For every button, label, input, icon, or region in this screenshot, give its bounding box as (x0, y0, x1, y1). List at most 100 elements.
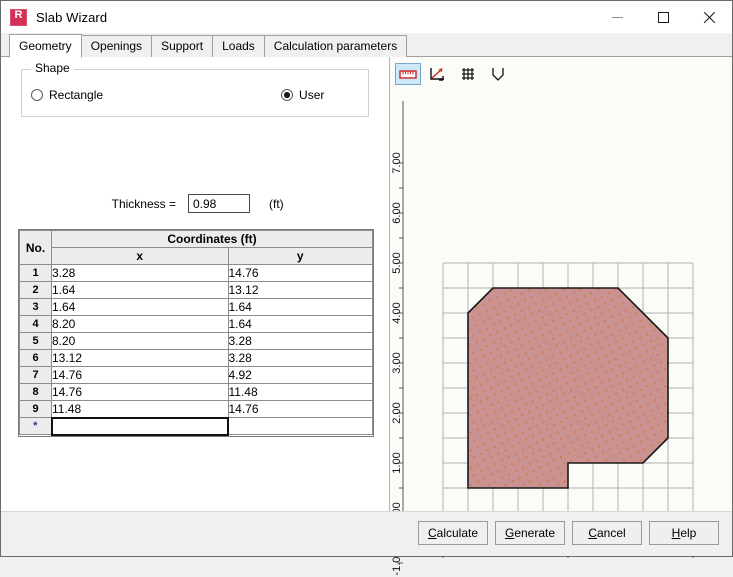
thickness-input[interactable] (188, 194, 250, 213)
cancel-button[interactable]: Cancel (572, 521, 642, 545)
table-row[interactable]: 3 1.64 1.64 (20, 299, 373, 316)
content-area: Shape Rectangle User Thickness = (ft) (1, 57, 732, 511)
generate-button-rest: enerate (514, 526, 555, 540)
cell-x[interactable]: 13.12 (52, 350, 229, 367)
slab-wizard-window: R Slab Wizard Geometry Openings Support … (0, 0, 733, 557)
tab-label: Geometry (19, 39, 72, 53)
radio-user-label: User (299, 88, 324, 102)
minimize-button[interactable] (594, 1, 640, 33)
table-row[interactable]: 7 14.76 4.92 (20, 367, 373, 384)
cell-y[interactable]: 1.64 (228, 316, 373, 333)
cell-x[interactable]: 11.48 (52, 401, 229, 418)
table-row[interactable]: 1 3.28 14.76 (20, 265, 373, 282)
window-controls (594, 1, 732, 33)
title-bar: R Slab Wizard (1, 1, 732, 33)
plot-toolbar (395, 63, 511, 85)
row-number: 1 (20, 265, 52, 282)
snap-cursor-icon[interactable] (485, 63, 511, 85)
cell-x[interactable]: 14.76 (52, 384, 229, 401)
row-number-new: * (20, 418, 52, 435)
thickness-unit: (ft) (269, 197, 284, 211)
y-tick-label: 7.00 (391, 152, 403, 173)
app-icon: R (10, 9, 27, 26)
close-button[interactable] (686, 1, 732, 33)
geometry-panel: Shape Rectangle User Thickness = (ft) (1, 57, 390, 511)
cell-x[interactable]: 8.20 (52, 333, 229, 350)
cell-x[interactable]: 3.28 (52, 265, 229, 282)
y-tick-label: 1.00 (391, 452, 403, 473)
shape-radio-group: Rectangle User (31, 88, 371, 102)
tab-calculation-parameters[interactable]: Calculation parameters (264, 35, 407, 57)
tab-openings[interactable]: Openings (81, 35, 152, 57)
plot-canvas: 7.00 6.00 5.00 4.00 3.00 2.00 1.00 0.00 … (390, 87, 733, 577)
cell-x[interactable] (52, 418, 229, 435)
table-header-x: x (52, 248, 229, 265)
tab-geometry[interactable]: Geometry (9, 34, 82, 58)
table-row[interactable]: 2 1.64 13.12 (20, 282, 373, 299)
table-header-y: y (228, 248, 373, 265)
cell-y[interactable]: 14.76 (228, 401, 373, 418)
grid-icon[interactable] (455, 63, 481, 85)
cell-y[interactable]: 14.76 (228, 265, 373, 282)
thickness-label: Thickness = (21, 197, 188, 211)
radio-user[interactable]: User (281, 88, 324, 102)
footer-bar: Calculate Generate Cancel Help (1, 511, 732, 556)
close-icon (703, 11, 716, 24)
cancel-button-rest: ancel (597, 526, 626, 540)
maximize-icon (658, 12, 669, 23)
y-tick-label: 4.00 (391, 302, 403, 323)
generate-button[interactable]: Generate (495, 521, 565, 545)
preview-panel: 7.00 6.00 5.00 4.00 3.00 2.00 1.00 0.00 … (390, 57, 732, 511)
footer-buttons: Calculate Generate Cancel Help (418, 521, 719, 545)
radio-rectangle-label: Rectangle (49, 88, 103, 102)
table-row[interactable]: 8 14.76 11.48 (20, 384, 373, 401)
slab-preview-plot[interactable]: 7.00 6.00 5.00 4.00 3.00 2.00 1.00 0.00 … (390, 87, 732, 511)
y-tick-label: 2.00 (391, 402, 403, 423)
y-tick-label: 3.00 (391, 352, 403, 373)
tab-loads[interactable]: Loads (212, 35, 265, 57)
maximize-button[interactable] (640, 1, 686, 33)
row-number: 9 (20, 401, 52, 418)
cell-x[interactable]: 14.76 (52, 367, 229, 384)
cell-y[interactable]: 3.28 (228, 333, 373, 350)
cell-y[interactable]: 13.12 (228, 282, 373, 299)
tab-support[interactable]: Support (151, 35, 213, 57)
table-row[interactable]: 6 13.12 3.28 (20, 350, 373, 367)
cell-y[interactable]: 1.64 (228, 299, 373, 316)
tab-label: Support (161, 39, 203, 53)
help-button-rest: elp (680, 526, 696, 540)
cell-x[interactable]: 1.64 (52, 282, 229, 299)
window-title: Slab Wizard (36, 10, 107, 25)
row-number: 6 (20, 350, 52, 367)
row-number: 8 (20, 384, 52, 401)
axes-arrow-icon[interactable] (425, 63, 451, 85)
radio-rectangle-icon (31, 89, 43, 101)
ruler-dimensions-icon[interactable] (395, 63, 421, 85)
shape-group-legend: Shape (31, 61, 74, 75)
row-number: 5 (20, 333, 52, 350)
table-header-no: No. (20, 231, 52, 265)
radio-rectangle[interactable]: Rectangle (31, 88, 103, 102)
cell-x[interactable]: 1.64 (52, 299, 229, 316)
row-number: 2 (20, 282, 52, 299)
tab-label: Calculation parameters (274, 39, 397, 53)
row-number: 7 (20, 367, 52, 384)
table-body: 1 3.28 14.76 2 1.64 13.12 3 1.64 1.6 (20, 265, 373, 435)
table-row[interactable]: 5 8.20 3.28 (20, 333, 373, 350)
cell-y[interactable]: 3.28 (228, 350, 373, 367)
calculate-button-rest: alculate (437, 526, 478, 540)
table-row[interactable]: 9 11.48 14.76 (20, 401, 373, 418)
row-number: 4 (20, 316, 52, 333)
cell-x[interactable]: 8.20 (52, 316, 229, 333)
cell-y[interactable] (228, 418, 373, 435)
tab-label: Loads (222, 39, 255, 53)
calculate-button[interactable]: Calculate (418, 521, 488, 545)
help-button[interactable]: Help (649, 521, 719, 545)
cell-y[interactable]: 11.48 (228, 384, 373, 401)
y-tick-label: 6.00 (391, 202, 403, 223)
coordinates-table: No. Coordinates (ft) x y 1 3.28 14.76 (18, 229, 374, 437)
cell-y[interactable]: 4.92 (228, 367, 373, 384)
table-row[interactable]: 4 8.20 1.64 (20, 316, 373, 333)
slab-polygon-hatch (468, 288, 668, 488)
table-row-new[interactable]: * (20, 418, 373, 435)
